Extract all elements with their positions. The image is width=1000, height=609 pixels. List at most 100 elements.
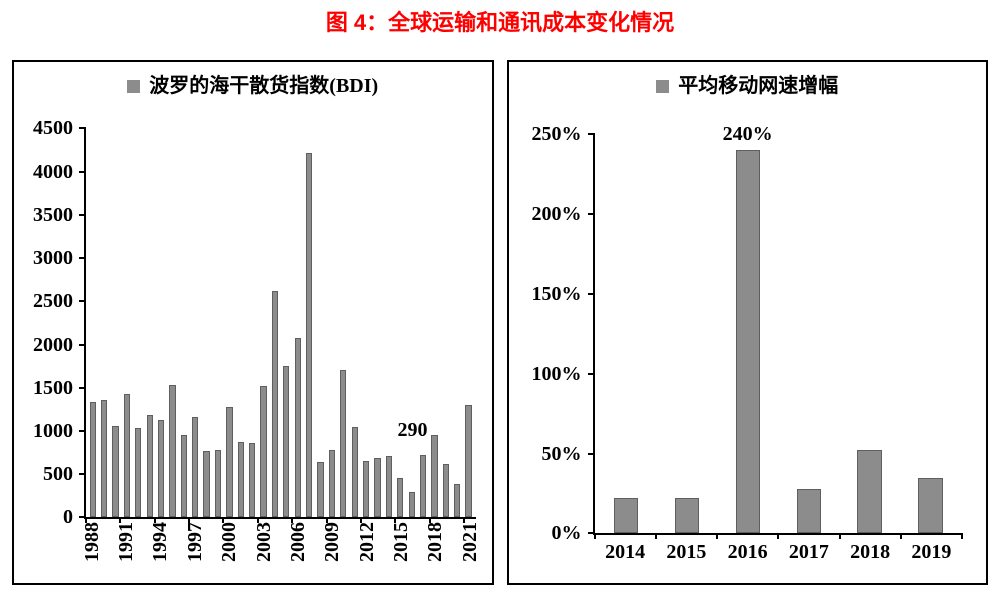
x-tick-label: 2018 (424, 522, 447, 563)
y-tick-mark (587, 452, 595, 455)
x-tick-mark (325, 517, 328, 524)
bar-2016 (408, 492, 415, 518)
x-tick-mark (85, 517, 87, 524)
x-tick-mark (119, 517, 122, 524)
bar-slot (212, 128, 223, 518)
bar-2019 (918, 477, 943, 534)
bar-slot (281, 128, 292, 518)
x-tick-mark (961, 533, 963, 540)
bar-2014 (613, 498, 639, 534)
legend-label: 平均移动网速增幅 (678, 75, 839, 98)
bar-2009 (328, 449, 336, 518)
bar-slot (269, 128, 280, 518)
y-tick-mark (587, 133, 595, 136)
bar-slot (440, 128, 451, 518)
x-tick-label: 2016 (727, 541, 768, 564)
bdi-bar-chart: 0 500 1000 1500 2000 2500 3000 3500 4000 4500 1988… (22, 100, 484, 575)
y-tick-mark (587, 292, 595, 295)
data-label: 240% (722, 123, 773, 146)
bar-2005 (283, 366, 290, 518)
x-tick-mark (463, 517, 466, 524)
bar-2013 (374, 457, 381, 518)
bar-2017 (796, 488, 821, 534)
x-tick-label: 2018 (850, 541, 891, 564)
x-tick-label: 2019 (911, 541, 952, 564)
x-tick-mark (188, 517, 191, 524)
bar-1995 (169, 385, 176, 518)
y-tick-mark (79, 343, 86, 346)
bar-slot (144, 128, 155, 518)
y-tick-label: 150% (531, 282, 582, 305)
bar-slot (98, 128, 109, 518)
bar-1992 (135, 427, 142, 518)
legend-label: 波罗的海干散货指数(BDI) (149, 75, 379, 98)
y-tick-label: 100% (531, 362, 582, 385)
y-tick-label: 250% (531, 123, 582, 146)
bar-slot (133, 128, 144, 518)
y-tick-mark (79, 127, 86, 130)
bar-1989 (100, 399, 108, 518)
plot-area: 0 500 1000 1500 2000 2500 3000 3500 4000 4500 1988… (33, 118, 481, 562)
x-tick-label: 2000 (218, 522, 241, 563)
bar-2010 (340, 370, 347, 518)
bar-slot (201, 128, 212, 518)
bar-2006 (294, 337, 301, 518)
bar-slot (292, 128, 303, 518)
bar-1998 (203, 450, 210, 518)
y-tick-label: 0 (63, 506, 73, 529)
bar-2004 (271, 290, 279, 518)
legend-swatch-icon (127, 79, 141, 93)
bar-slot (778, 134, 839, 534)
x-tick-label: 2003 (252, 522, 275, 563)
x-tick-label: 2006 (286, 522, 309, 563)
x-tick-label: 1994 (149, 522, 172, 563)
x-tick-label: 1991 (115, 522, 138, 563)
bar-slot (303, 128, 314, 518)
y-tick-mark (587, 532, 595, 535)
mobile-speed-legend: 平均移动网速增幅 (509, 74, 987, 98)
y-tick-mark (587, 213, 595, 216)
y-tick-label: 500 (43, 463, 73, 486)
bar-slot (839, 134, 900, 534)
bdi-chart-panel: 波罗的海干散货指数(BDI) 0 500 1000 1500 2000 2500 3000 3… (12, 60, 494, 586)
bar-2018 (431, 435, 438, 518)
x-tick-mark (153, 517, 156, 524)
bar-1993 (146, 414, 153, 518)
y-tick-mark (587, 372, 595, 375)
bar-2018 (857, 450, 882, 534)
x-tick-mark (291, 517, 294, 524)
bar-slot (596, 134, 657, 534)
bar-2014 (385, 456, 392, 518)
y-tick-label: 4500 (33, 117, 73, 140)
y-tick-label: 4000 (33, 160, 73, 183)
bar-2000 (226, 406, 233, 518)
bar-slot (167, 128, 178, 518)
bar-2001 (237, 442, 244, 518)
y-tick-label: 50% (541, 442, 582, 465)
y-tick-label: 200% (531, 203, 582, 226)
x-tick-mark (593, 533, 596, 540)
bar-slot (360, 128, 371, 518)
bar-slot (717, 134, 778, 534)
bar-slot (463, 128, 474, 518)
mobile-speed-bar-chart: 0% 50% 100% 150% 200% 250% 2014 2015 2016 2017 201… (517, 100, 979, 575)
bar-slot (452, 128, 463, 518)
bar-slot (246, 128, 257, 518)
bar-slot (429, 128, 440, 518)
legend-swatch-icon (656, 79, 670, 93)
bars (86, 128, 476, 518)
bar-2015 (397, 477, 404, 518)
y-tick-label: 3500 (33, 203, 73, 226)
bar-2021 (465, 405, 472, 518)
x-tick-label: 2021 (458, 522, 481, 563)
y-tick-mark (79, 516, 86, 519)
y-tick-mark (79, 473, 86, 476)
bar-1997 (192, 417, 199, 518)
y-tick-label: 3000 (33, 247, 73, 270)
x-tick-mark (222, 517, 225, 524)
plot-area: 0% 50% 100% 150% 200% 250% 2014 2015 2016 2017 201… (532, 124, 963, 562)
x-tick-label: 1997 (183, 522, 206, 563)
x-tick-mark (777, 533, 780, 540)
bar-slot (383, 128, 394, 518)
bar-slot (110, 128, 121, 518)
